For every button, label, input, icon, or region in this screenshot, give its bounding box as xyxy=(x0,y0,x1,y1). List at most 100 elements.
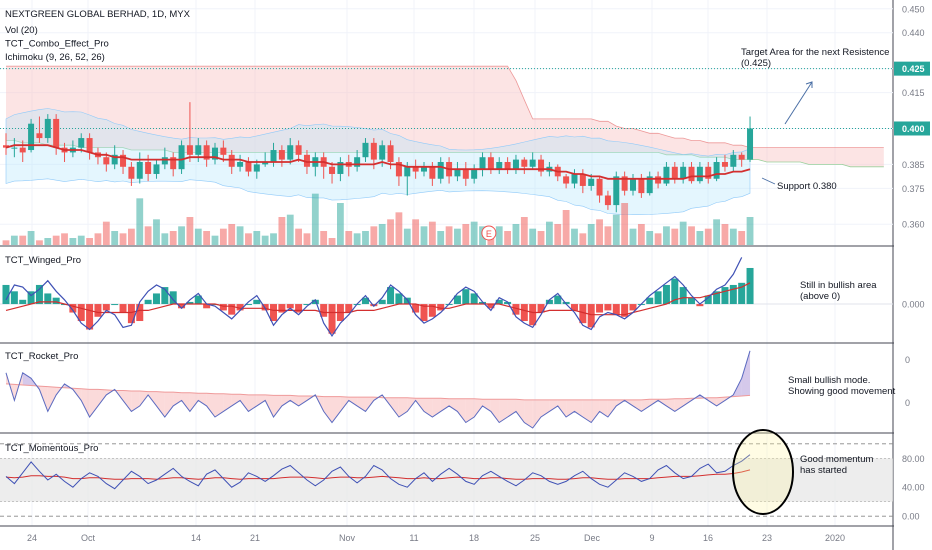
rocket-blue-line xyxy=(5,350,751,429)
volume-bar xyxy=(621,203,629,245)
winged-histogram-bar xyxy=(612,304,620,315)
time-axis-tick: 18 xyxy=(469,533,479,543)
winged-histogram-bar xyxy=(303,304,311,306)
indicator-legend: Vol (20) xyxy=(5,25,38,36)
momentous-panel xyxy=(0,429,893,517)
volume-bar xyxy=(729,228,737,245)
volume-bar xyxy=(119,233,127,245)
momentous-band xyxy=(0,458,893,502)
candle-body xyxy=(437,162,444,179)
winged-histogram-bar xyxy=(152,293,160,305)
candle-body xyxy=(671,166,678,179)
candle-body xyxy=(19,147,26,153)
volume-bar xyxy=(738,231,746,245)
highlight-ellipse xyxy=(732,429,794,515)
volume-bar xyxy=(512,224,520,245)
candle-body xyxy=(747,128,754,160)
winged-signal-line xyxy=(5,257,743,337)
winged-annotation-sub: (above 0) xyxy=(800,291,840,302)
winged-histogram-bar xyxy=(512,304,520,315)
candle-body xyxy=(655,176,662,184)
price-axis-tick: 0.440 xyxy=(902,28,925,38)
winged-histogram-bar xyxy=(169,291,177,305)
time-axis-tick: 24 xyxy=(27,533,37,543)
winged-histogram-bar xyxy=(587,304,595,328)
rocket-fill xyxy=(390,397,399,417)
price-axis-tick: 0.385 xyxy=(902,160,925,170)
rocket-fill xyxy=(206,393,215,417)
volume-bar xyxy=(128,228,135,245)
candle-body xyxy=(270,150,277,162)
candle-body xyxy=(529,159,536,167)
candle-body xyxy=(680,166,687,179)
winged-histogram-bar xyxy=(328,304,336,334)
indicator-legend: Ichimoku (9, 26, 52, 26) xyxy=(5,52,105,63)
rocket-fill xyxy=(81,388,90,417)
candle-body xyxy=(421,166,427,172)
volume-bar xyxy=(571,228,578,245)
volume-bar xyxy=(412,219,420,245)
candle-body xyxy=(721,162,728,167)
winged-histogram-bar xyxy=(111,304,119,306)
rocket-fill xyxy=(449,398,458,412)
momentous-axis-tick: 80.00 xyxy=(902,454,925,464)
candle-body xyxy=(412,166,419,172)
momentous-title: TCT_Momentous_Pro xyxy=(5,443,98,454)
candle-body xyxy=(103,157,110,165)
candle-body xyxy=(479,157,486,170)
rocket-fill xyxy=(332,396,341,423)
candle-body xyxy=(86,138,93,153)
earnings-marker-label: E xyxy=(486,229,492,239)
volume-bar xyxy=(44,238,52,245)
rocket-fill xyxy=(273,395,282,417)
volume-bar xyxy=(228,224,236,245)
volume-bar xyxy=(295,228,302,245)
rocket-fill xyxy=(465,398,475,423)
winged-histogram-bar xyxy=(19,299,27,305)
volume-bar xyxy=(194,228,202,245)
rocket-fill xyxy=(173,392,182,406)
candle-body xyxy=(303,154,310,167)
winged-histogram-bar xyxy=(479,301,487,305)
candle-body xyxy=(604,195,611,206)
winged-histogram-bar xyxy=(688,297,696,305)
rocket-fill xyxy=(357,397,366,412)
rocket-axis-tick: 0 xyxy=(905,355,910,365)
volume-bar xyxy=(713,219,720,245)
volume-bar xyxy=(27,231,35,245)
winged-panel xyxy=(0,257,893,337)
price-axis-tick: 0.375 xyxy=(902,184,925,194)
winged-histogram-bar xyxy=(370,304,378,307)
winged-histogram-bar xyxy=(378,299,386,305)
candle-body xyxy=(220,147,227,155)
volume-bar xyxy=(629,228,637,245)
volume-bar xyxy=(395,212,403,245)
volume-bar xyxy=(77,235,85,245)
rocket-axis-tick: 0 xyxy=(905,398,910,408)
volume-bar xyxy=(111,231,119,245)
candle-body xyxy=(3,145,9,148)
candle-body xyxy=(245,162,252,172)
candle-body xyxy=(354,157,361,167)
candle-body xyxy=(203,145,210,160)
winged-histogram-bar xyxy=(621,304,629,317)
volume-bar xyxy=(186,217,194,245)
momentous-annotation: Good momentum xyxy=(800,454,873,465)
winged-histogram-bar xyxy=(554,295,562,305)
candle-body xyxy=(504,162,511,170)
winged-histogram-bar xyxy=(320,304,328,317)
winged-histogram-bar xyxy=(395,293,403,305)
volume-bar xyxy=(353,233,361,245)
indicator-legend: TCT_Combo_Effect_Pro xyxy=(5,39,109,50)
time-axis-tick: Nov xyxy=(339,533,356,543)
volume-bar xyxy=(245,233,252,245)
winged-histogram-bar xyxy=(52,297,60,305)
rocket-fill xyxy=(633,399,642,412)
winged-histogram-bar xyxy=(662,284,670,305)
momentous-blue-line xyxy=(5,454,751,490)
earnings-marker[interactable] xyxy=(481,225,497,241)
target-area-annotation: Target Area for the next Resistence xyxy=(741,47,889,58)
volume-bar xyxy=(362,231,369,245)
winged-histogram-bar xyxy=(244,304,252,306)
winged-histogram-bar xyxy=(453,295,461,305)
